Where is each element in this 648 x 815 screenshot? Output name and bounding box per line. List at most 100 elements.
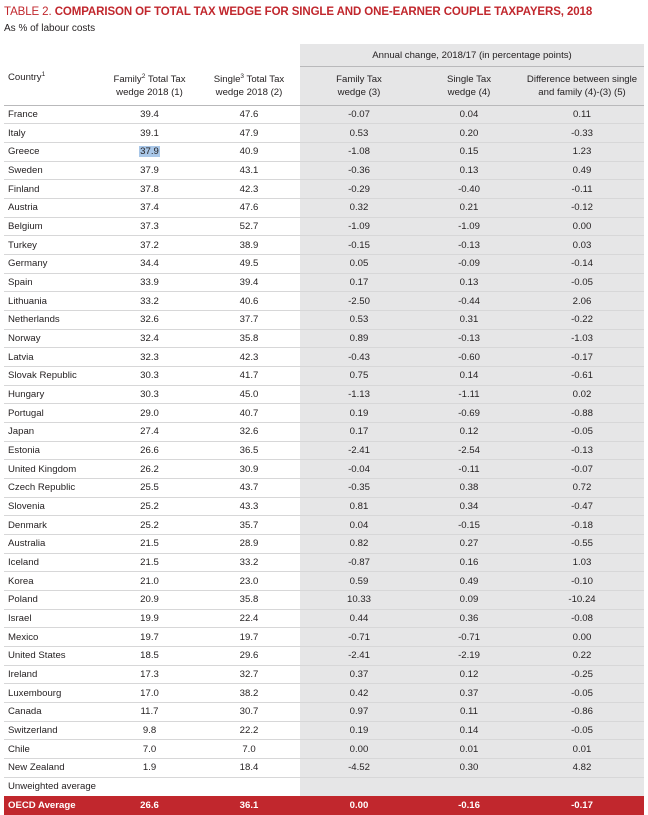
difference-cell: 0.03 [520,235,645,255]
family-total-cell: 26.2 [101,459,198,479]
country-cell: Slovenia [4,497,101,517]
difference-cell: 0.02 [520,385,645,405]
single-change-cell: 0.34 [418,497,520,517]
family-total-cell: 32.4 [101,329,198,349]
family-change-cell: -1.09 [300,217,418,237]
difference-cell: -0.47 [520,497,645,517]
difference-cell: -0.05 [520,273,645,293]
country-cell: Norway [4,329,101,349]
family-total-cell: 9.8 [101,721,198,741]
family-change-cell: 0.37 [300,665,418,685]
unweighted-label: Unweighted average [8,781,97,793]
single-change-cell: 0.11 [418,702,520,722]
family-change-cell: 0.19 [300,721,418,741]
difference-cell: 0.00 [520,217,645,237]
single-change-cell: -0.13 [418,329,520,349]
single-change-cell: -0.09 [418,254,520,274]
single-change-header: Single Tax wedge (4) [418,66,520,106]
table-subtitle: As % of labour costs [4,23,96,34]
single-change-cell: 0.36 [418,609,520,629]
table-row: Luxembourg 17.0 38.2 0.42 0.37 -0.05 [4,683,645,703]
single-total-cell: 43.1 [198,161,300,181]
single-change-cell: -2.19 [418,646,520,666]
difference-cell: -0.08 [520,609,645,629]
table-row: Austria 37.4 47.6 0.32 0.21 -0.12 [4,198,645,218]
difference-cell: 0.49 [520,161,645,181]
single-change-cell: 0.38 [418,478,520,498]
family-change-cell: -1.08 [300,142,418,162]
table-row: Czech Republic 25.5 43.7 -0.35 0.38 0.72 [4,478,645,498]
family-total-cell: 37.9 [101,142,198,162]
family-change-cell: 0.97 [300,702,418,722]
single-total-cell: 35.7 [198,515,300,535]
table-row: Slovak Republic 30.3 41.7 0.75 0.14 -0.61 [4,366,645,386]
table-row: Netherlands 32.6 37.7 0.53 0.31 -0.22 [4,310,645,330]
difference-cell: 0.22 [520,646,645,666]
single-change-cell: -0.44 [418,291,520,311]
table-row: Chile 7.0 7.0 0.00 0.01 0.01 [4,739,645,760]
family-change-cell: 0.53 [300,310,418,330]
country-cell: Slovak Republic [4,366,101,386]
family-change-cell: 0.19 [300,403,418,423]
family-total-cell: 39.4 [101,105,198,125]
family-change-cell: 0.89 [300,329,418,349]
country-cell: Chile [4,739,101,760]
table-row: Greece 37.9 40.9 -1.08 0.15 1.23 [4,142,645,162]
family-total-cell: 29.0 [101,403,198,423]
family-total-cell: 1.9 [101,758,198,778]
single-total-cell: 28.9 [198,534,300,554]
single-total-cell: 38.2 [198,683,300,703]
family-total-cell: 37.9 [101,161,198,181]
country-cell: Japan [4,422,101,442]
family-change-cell: 0.81 [300,497,418,517]
family-change-cell: -2.50 [300,291,418,311]
family-total-cell: 33.9 [101,273,198,293]
difference-cell: -0.12 [520,198,645,218]
table-row: Sweden 37.9 43.1 -0.36 0.13 0.49 [4,161,645,181]
family-total-cell: 33.2 [101,291,198,311]
oecd-single-total: 36.1 [198,795,300,815]
single-total-cell: 32.7 [198,665,300,685]
single-total-cell: 40.9 [198,142,300,162]
table-title: TABLE 2. COMPARISON OF TOTAL TAX WEDGE F… [4,6,592,18]
single-change-cell: 0.16 [418,553,520,573]
country-cell: Sweden [4,161,101,181]
single-total-cell: 40.7 [198,403,300,423]
single-change-cell: 0.49 [418,571,520,591]
family-total-cell: 26.6 [101,441,198,461]
single-change-cell: 0.12 [418,422,520,442]
table-row: Hungary 30.3 45.0 -1.13 -1.11 0.02 [4,385,645,405]
family-total-cell: 39.1 [101,123,198,143]
single-total-cell: 52.7 [198,217,300,237]
family-change-cell: -0.43 [300,347,418,367]
family-change-cell: -0.15 [300,235,418,255]
difference-cell: -0.55 [520,534,645,554]
single-total-cell: 43.7 [198,478,300,498]
family-total-cell: 37.2 [101,235,198,255]
table-row: Ireland 17.3 32.7 0.37 0.12 -0.25 [4,665,645,685]
single-total-cell: 43.3 [198,497,300,517]
table-title-text: COMPARISON OF TOTAL TAX WEDGE FOR SINGLE… [54,6,593,18]
country-cell: Australia [4,534,101,554]
difference-header: Difference between single and family (4)-… [520,66,645,106]
difference-cell: 4.82 [520,758,645,778]
table-row: United States 18.5 29.6 -2.41 -2.19 0.22 [4,646,645,666]
difference-cell: -0.14 [520,254,645,274]
single-change-cell: 0.13 [418,161,520,181]
family-total-cell: 25.2 [101,497,198,517]
single-change-cell: -0.40 [418,179,520,199]
country-cell: France [4,105,101,125]
country-cell: Czech Republic [4,478,101,498]
table-row: Poland 20.9 35.8 10.33 0.09 -10.24 [4,590,645,610]
annual-change-header: Annual change, 2018/17 (in percentage po… [300,44,645,67]
single-change-cell: 0.20 [418,123,520,143]
country-cell: United Kingdom [4,459,101,479]
table-row: Canada 11.7 30.7 0.97 0.11 -0.86 [4,702,645,722]
family-change-cell: 0.04 [300,515,418,535]
table-row: Slovenia 25.2 43.3 0.81 0.34 -0.47 [4,497,645,517]
single-total-cell: 35.8 [198,329,300,349]
family-change-cell: 0.32 [300,198,418,218]
family-total-cell: 17.3 [101,665,198,685]
single-change-cell: -0.69 [418,403,520,423]
single-change-cell: -1.09 [418,217,520,237]
